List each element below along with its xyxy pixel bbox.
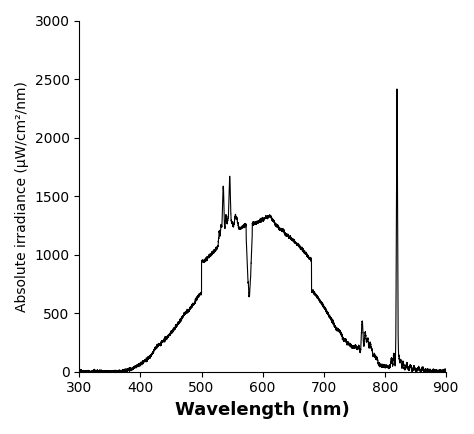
Y-axis label: Absolute irradiance (μW/cm²/nm): Absolute irradiance (μW/cm²/nm) [15,81,29,312]
X-axis label: Wavelength (nm): Wavelength (nm) [175,401,350,419]
